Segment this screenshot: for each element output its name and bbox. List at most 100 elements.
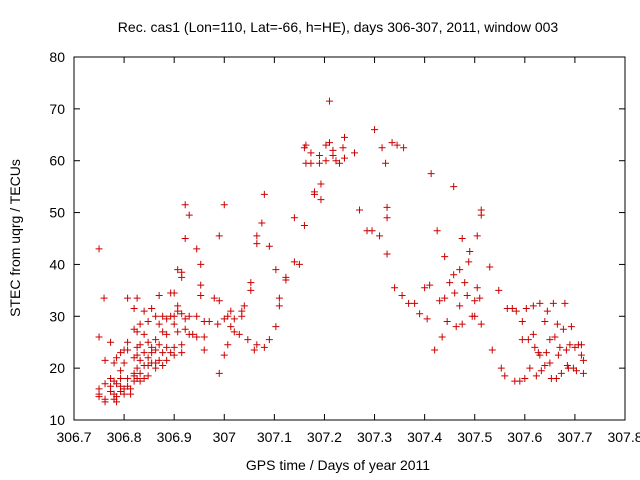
data-point bbox=[340, 133, 348, 141]
data-point bbox=[113, 398, 121, 406]
data-point bbox=[423, 315, 431, 323]
x-tick-label: 307.2 bbox=[307, 429, 342, 445]
data-point bbox=[181, 325, 189, 333]
data-point bbox=[382, 159, 390, 167]
data-point bbox=[579, 369, 587, 377]
data-point bbox=[335, 159, 343, 167]
data-point bbox=[140, 349, 148, 357]
y-tick-label: 70 bbox=[49, 101, 65, 117]
data-point bbox=[110, 359, 118, 367]
data-point bbox=[253, 240, 261, 248]
data-point bbox=[117, 375, 125, 383]
data-point bbox=[120, 359, 128, 367]
data-point bbox=[450, 183, 458, 191]
data-point bbox=[136, 320, 144, 328]
data-point bbox=[181, 315, 189, 323]
data-point bbox=[133, 328, 141, 336]
data-point bbox=[163, 315, 171, 323]
data-point bbox=[193, 333, 201, 341]
data-point bbox=[200, 346, 208, 354]
data-point bbox=[253, 341, 261, 349]
data-point bbox=[101, 398, 109, 406]
data-point bbox=[446, 279, 454, 287]
data-point bbox=[579, 356, 587, 364]
data-point bbox=[238, 312, 246, 320]
x-tick-label: 307.4 bbox=[407, 429, 442, 445]
data-point bbox=[178, 273, 186, 281]
data-point bbox=[275, 302, 283, 310]
data-point bbox=[113, 354, 121, 362]
data-point bbox=[426, 281, 434, 289]
data-point bbox=[497, 364, 505, 372]
data-point bbox=[101, 356, 109, 364]
x-tick-label: 307.5 bbox=[457, 429, 492, 445]
data-point bbox=[473, 284, 481, 292]
data-point bbox=[152, 346, 160, 354]
data-point bbox=[167, 349, 175, 357]
data-point bbox=[181, 201, 189, 209]
data-point bbox=[197, 281, 205, 289]
data-point bbox=[310, 190, 318, 198]
data-point bbox=[133, 294, 141, 302]
data-point bbox=[471, 297, 479, 305]
data-point bbox=[477, 206, 485, 214]
data-point bbox=[436, 297, 444, 305]
data-point bbox=[451, 289, 459, 297]
data-point bbox=[322, 141, 330, 149]
data-point bbox=[471, 312, 479, 320]
data-point bbox=[416, 310, 424, 318]
chart-title: Rec. cas1 (Lon=110, Lat=-66, h=HE), days… bbox=[118, 19, 559, 35]
data-point bbox=[185, 312, 193, 320]
data-point bbox=[465, 258, 473, 266]
data-point bbox=[477, 320, 485, 328]
data-point bbox=[546, 336, 554, 344]
data-point bbox=[398, 292, 406, 300]
data-point bbox=[170, 312, 178, 320]
data-point bbox=[163, 343, 171, 351]
data-point bbox=[240, 302, 248, 310]
data-point bbox=[133, 364, 141, 372]
data-point bbox=[322, 157, 330, 165]
data-point bbox=[247, 279, 255, 287]
data-point bbox=[371, 126, 379, 134]
data-point bbox=[561, 299, 569, 307]
data-point bbox=[159, 312, 167, 320]
data-point bbox=[174, 266, 182, 274]
data-point bbox=[117, 387, 125, 395]
data-point bbox=[136, 369, 144, 377]
data-point bbox=[152, 364, 160, 372]
data-point bbox=[376, 232, 384, 240]
data-point bbox=[456, 266, 464, 274]
data-point bbox=[452, 323, 460, 331]
data-point bbox=[155, 356, 163, 364]
data-point bbox=[549, 299, 557, 307]
data-point bbox=[450, 271, 458, 279]
data-point bbox=[95, 333, 103, 341]
data-point bbox=[458, 320, 466, 328]
data-point bbox=[559, 325, 567, 333]
data-point bbox=[551, 333, 559, 341]
data-point bbox=[193, 245, 201, 253]
data-point bbox=[466, 247, 474, 255]
x-tick-label: 307.8 bbox=[607, 429, 640, 445]
data-point bbox=[178, 310, 186, 318]
data-point bbox=[461, 279, 469, 287]
data-point bbox=[531, 343, 539, 351]
data-point bbox=[230, 315, 238, 323]
data-point bbox=[317, 196, 325, 204]
data-point bbox=[95, 393, 103, 401]
data-point bbox=[197, 292, 205, 300]
data-point bbox=[521, 375, 529, 383]
data-point bbox=[443, 317, 451, 325]
data-point bbox=[155, 320, 163, 328]
y-tick-label: 60 bbox=[49, 153, 65, 169]
data-point bbox=[571, 343, 579, 351]
data-point bbox=[117, 349, 125, 357]
data-point bbox=[433, 227, 441, 235]
data-point bbox=[227, 307, 235, 315]
data-point bbox=[476, 294, 484, 302]
y-tick-label: 80 bbox=[49, 49, 65, 65]
data-point bbox=[120, 390, 128, 398]
data-point bbox=[205, 317, 213, 325]
